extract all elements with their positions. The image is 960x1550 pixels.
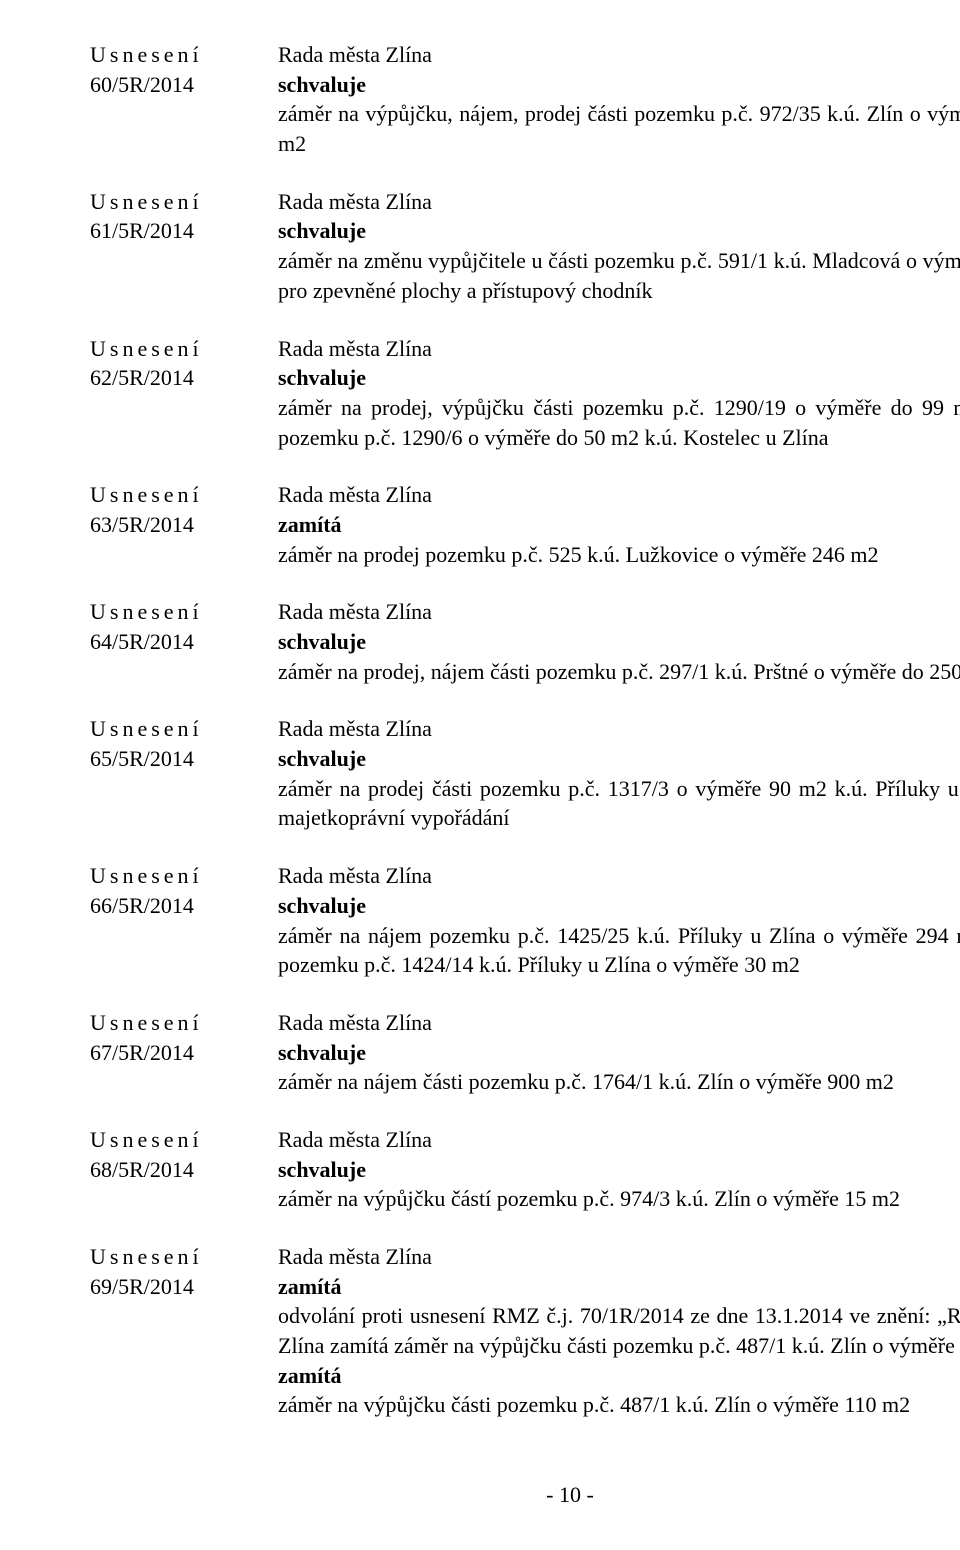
council-line: Rada města Zlína (278, 597, 960, 627)
resolution-block: Usnesení69/5R/2014Rada města Zlínazamítá… (90, 1242, 960, 1420)
resolution-left: Usnesení65/5R/2014 (90, 714, 278, 773)
resolution-left: Usnesení64/5R/2014 (90, 597, 278, 656)
resolution-right: Rada města Zlínazamítázáměr na prodej po… (278, 480, 960, 569)
verb-rejects: zamítá (278, 1361, 960, 1391)
resolution-term: Usnesení (90, 1125, 260, 1155)
verb-approves: schvaluje (278, 1155, 960, 1185)
verb-rejects: zamítá (278, 510, 960, 540)
resolution-text: záměr na změnu vypůjčitele u části pozem… (278, 246, 960, 305)
resolution-code: 69/5R/2014 (90, 1272, 260, 1302)
resolution-block: Usnesení65/5R/2014Rada města Zlínaschval… (90, 714, 960, 833)
resolution-block: Usnesení68/5R/2014Rada města Zlínaschval… (90, 1125, 960, 1214)
resolution-left: Usnesení66/5R/2014 (90, 861, 278, 920)
resolution-right: Rada města Zlínaschvalujezáměr na výpůjč… (278, 40, 960, 159)
resolution-left: Usnesení63/5R/2014 (90, 480, 278, 539)
verb-approves: schvaluje (278, 891, 960, 921)
resolution-right: Rada města Zlínazamítáodvolání proti usn… (278, 1242, 960, 1420)
resolution-term: Usnesení (90, 714, 260, 744)
resolution-left: Usnesení67/5R/2014 (90, 1008, 278, 1067)
verb-approves: schvaluje (278, 1038, 960, 1068)
resolution-block: Usnesení63/5R/2014Rada města Zlínazamítá… (90, 480, 960, 569)
resolution-right: Rada města Zlínaschvalujezáměr na výpůjč… (278, 1125, 960, 1214)
resolution-code: 68/5R/2014 (90, 1155, 260, 1185)
resolution-text: odvolání proti usnesení RMZ č.j. 70/1R/2… (278, 1301, 960, 1360)
resolution-term: Usnesení (90, 1242, 260, 1272)
resolution-term: Usnesení (90, 40, 260, 70)
resolution-code: 66/5R/2014 (90, 891, 260, 921)
resolution-text: záměr na prodej pozemku p.č. 525 k.ú. Lu… (278, 540, 960, 570)
resolution-block: Usnesení66/5R/2014Rada města Zlínaschval… (90, 861, 960, 980)
council-line: Rada města Zlína (278, 1242, 960, 1272)
council-line: Rada města Zlína (278, 1125, 960, 1155)
resolution-text: záměr na nájem části pozemku p.č. 1764/1… (278, 1067, 960, 1097)
resolution-code: 64/5R/2014 (90, 627, 260, 657)
council-line: Rada města Zlína (278, 1008, 960, 1038)
resolution-code: 63/5R/2014 (90, 510, 260, 540)
resolution-block: Usnesení61/5R/2014Rada města Zlínaschval… (90, 187, 960, 306)
council-line: Rada města Zlína (278, 480, 960, 510)
resolution-block: Usnesení60/5R/2014Rada města Zlínaschval… (90, 40, 960, 159)
resolution-term: Usnesení (90, 1008, 260, 1038)
resolution-code: 67/5R/2014 (90, 1038, 260, 1068)
resolution-text: záměr na nájem pozemku p.č. 1425/25 k.ú.… (278, 921, 960, 980)
resolution-text: záměr na prodej, výpůjčku části pozemku … (278, 393, 960, 452)
resolution-code: 65/5R/2014 (90, 744, 260, 774)
resolution-right: Rada města Zlínaschvalujezáměr na prodej… (278, 597, 960, 686)
resolution-right: Rada města Zlínaschvalujezáměr na nájem … (278, 861, 960, 980)
verb-approves: schvaluje (278, 363, 960, 393)
resolution-left: Usnesení68/5R/2014 (90, 1125, 278, 1184)
verb-approves: schvaluje (278, 216, 960, 246)
resolution-text: záměr na výpůjčku části pozemku p.č. 487… (278, 1390, 960, 1420)
verb-approves: schvaluje (278, 627, 960, 657)
resolution-code: 60/5R/2014 (90, 70, 260, 100)
resolution-text: záměr na výpůjčku, nájem, prodej části p… (278, 99, 960, 158)
resolution-code: 62/5R/2014 (90, 363, 260, 393)
resolution-right: Rada města Zlínaschvalujezáměr na nájem … (278, 1008, 960, 1097)
council-line: Rada města Zlína (278, 334, 960, 364)
resolution-code: 61/5R/2014 (90, 216, 260, 246)
resolution-right: Rada města Zlínaschvalujezáměr na prodej… (278, 714, 960, 833)
resolution-left: Usnesení61/5R/2014 (90, 187, 278, 246)
resolution-term: Usnesení (90, 480, 260, 510)
resolution-term: Usnesení (90, 187, 260, 217)
resolution-block: Usnesení62/5R/2014Rada města Zlínaschval… (90, 334, 960, 453)
resolution-left: Usnesení60/5R/2014 (90, 40, 278, 99)
resolution-text: záměr na výpůjčku částí pozemku p.č. 974… (278, 1184, 960, 1214)
resolution-text: záměr na prodej části pozemku p.č. 1317/… (278, 774, 960, 833)
resolution-right: Rada města Zlínaschvalujezáměr na prodej… (278, 334, 960, 453)
resolution-term: Usnesení (90, 334, 260, 364)
council-line: Rada města Zlína (278, 714, 960, 744)
verb-approves: schvaluje (278, 744, 960, 774)
resolution-right: Rada města Zlínaschvalujezáměr na změnu … (278, 187, 960, 306)
council-line: Rada města Zlína (278, 187, 960, 217)
resolution-term: Usnesení (90, 861, 260, 891)
document-body: Usnesení60/5R/2014Rada města Zlínaschval… (90, 40, 960, 1420)
resolution-left: Usnesení69/5R/2014 (90, 1242, 278, 1301)
resolution-block: Usnesení64/5R/2014Rada města Zlínaschval… (90, 597, 960, 686)
page-footer: - 10 - (90, 1480, 960, 1510)
resolution-term: Usnesení (90, 597, 260, 627)
verb-approves: schvaluje (278, 70, 960, 100)
council-line: Rada města Zlína (278, 861, 960, 891)
resolution-text: záměr na prodej, nájem části pozemku p.č… (278, 657, 960, 687)
resolution-block: Usnesení67/5R/2014Rada města Zlínaschval… (90, 1008, 960, 1097)
verb-rejects: zamítá (278, 1272, 960, 1302)
resolution-left: Usnesení62/5R/2014 (90, 334, 278, 393)
council-line: Rada města Zlína (278, 40, 960, 70)
